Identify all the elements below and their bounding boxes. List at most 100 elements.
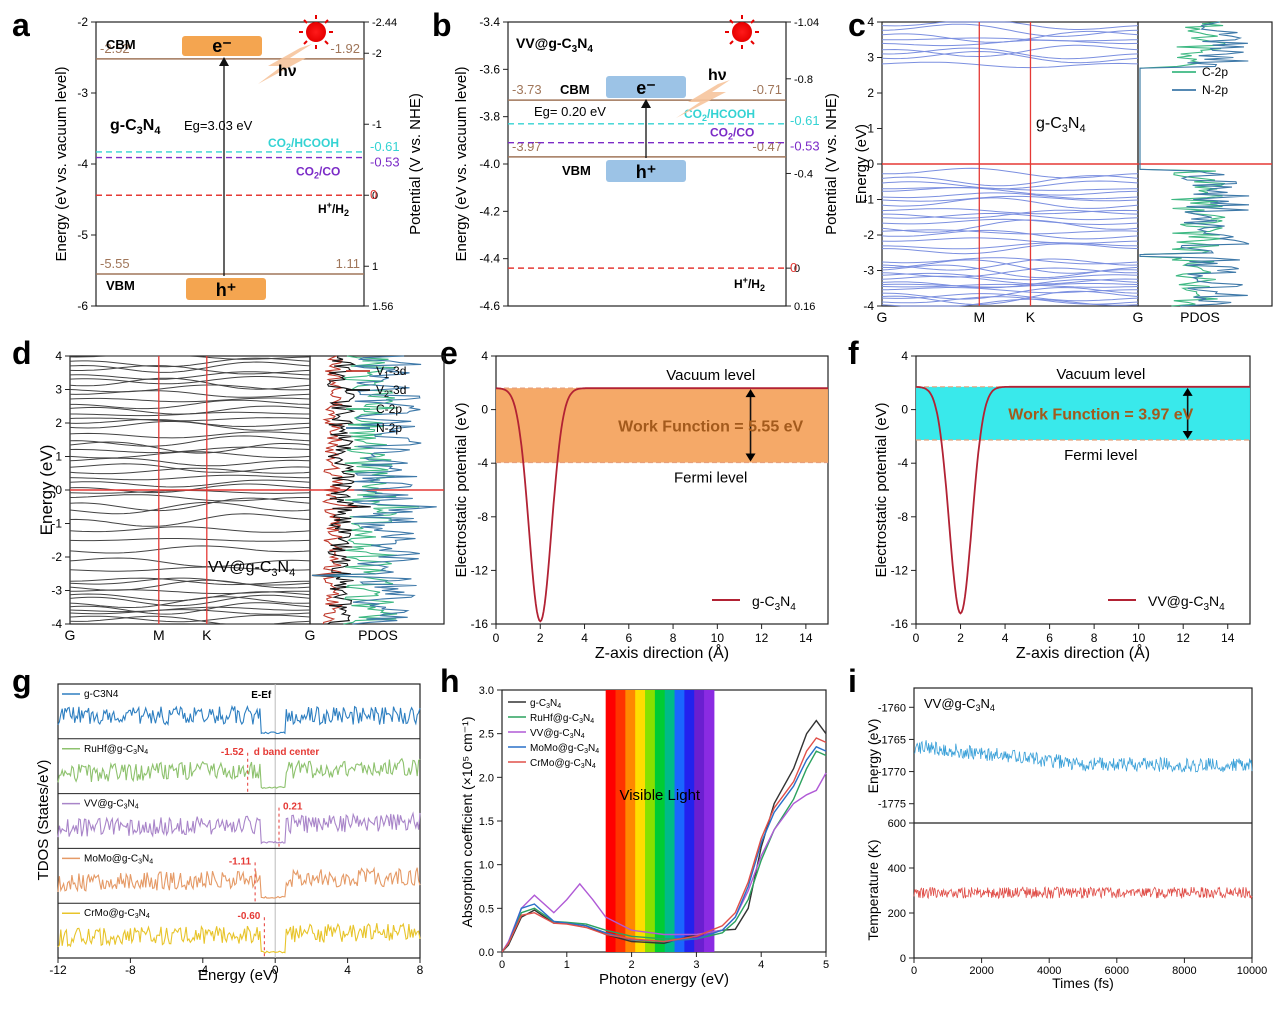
band-line	[881, 23, 1139, 37]
co2-hcooh-label: CO2/HCOOH	[268, 136, 339, 152]
visible-band-stripe	[674, 690, 685, 952]
level-value: -0.53	[370, 155, 400, 170]
y-axis-label: Electrostatic potential (eV)	[453, 402, 470, 577]
panel-label-b: b	[432, 7, 452, 43]
vacuum-level-label: Vacuum level	[666, 367, 755, 384]
tick-label: 3	[867, 51, 874, 65]
co2-co-label: CO2/CO	[710, 126, 754, 142]
tick-label: 0.0	[479, 947, 494, 959]
tick-label: 4	[901, 349, 908, 363]
x-axis-label: Z-axis direction (Å)	[595, 643, 729, 662]
work-function-band	[496, 388, 828, 463]
visible-band-stripe	[654, 690, 666, 952]
tick-label: 2	[537, 631, 544, 645]
band-line	[881, 208, 1139, 215]
photon-label: hν	[278, 63, 297, 80]
tick-label: -12	[471, 563, 489, 577]
work-function-band	[916, 386, 1250, 441]
tick-label: 3.0	[479, 685, 494, 697]
legend-label: RuHf@g-C3N4	[530, 713, 594, 725]
tick-label: 14	[1221, 631, 1235, 645]
fermi-level-label: Fermi level	[1064, 447, 1137, 464]
y-axis-label-bottom: Temperature (K)	[865, 839, 881, 940]
d-band-center-label: d band center	[254, 747, 320, 758]
band-structure-g-c3n4: -4 -3 -2 -1 0 1 2 3 4 G M K G Energy (eV) PDOS g-C3N…	[853, 15, 1273, 325]
tick-label: -12	[891, 563, 909, 577]
tick-label: 2	[629, 959, 635, 971]
absorption-spectra: Visible Light 0 1 2 3 4 5 0.0 0.5 1.0 1.5 2.0 2.5 3.…	[459, 685, 829, 988]
band-line	[881, 229, 1139, 240]
k-point-label: G	[1133, 309, 1144, 325]
bands	[69, 355, 444, 625]
band-line	[881, 197, 1139, 209]
band-line	[881, 259, 1139, 274]
vbm-right-value: -0.47	[752, 139, 782, 154]
band-line	[69, 606, 311, 613]
tick-label: -3.8	[479, 110, 500, 124]
hole-box	[186, 278, 266, 300]
material-annotation: VV@g-C3N4	[208, 559, 295, 579]
pdos-label: PDOS	[1180, 309, 1220, 325]
tick-label: -4	[863, 299, 874, 313]
band-line	[881, 283, 1139, 288]
y-axis-right-label: Potential (V vs. NHE)	[407, 93, 424, 235]
potential-curve	[915, 385, 1250, 615]
band-line	[881, 61, 1139, 69]
panel-label-a: a	[12, 7, 30, 43]
tick-label: -4	[77, 157, 88, 171]
potential-curve	[496, 387, 828, 623]
band-line	[881, 257, 1139, 265]
legend-label: VV@g-C3N4	[1148, 593, 1225, 613]
cbm-label: CBM	[560, 82, 590, 97]
band-structure-vv-g-c3n4: -4 -3 -2 -1 0 1 2 3 4 G M K G Energy (eV) PDOS VV@g-…	[37, 349, 445, 643]
band-line	[69, 435, 311, 447]
tick-label: 0	[55, 483, 62, 497]
level-value: -0.61	[790, 113, 820, 128]
hole-label: h⁺	[636, 162, 657, 182]
tick-label: -3	[77, 86, 88, 100]
tick-label: -2.44	[372, 17, 397, 29]
electron-label: e⁻	[212, 36, 232, 56]
band-line	[69, 365, 311, 375]
y-axis-label: Energy (eV vs. vacuum level)	[453, 66, 470, 261]
tick-label: -1.04	[794, 17, 819, 29]
band-line	[881, 237, 1139, 244]
tick-label: 400	[888, 863, 906, 875]
tick-label: 2	[867, 86, 874, 100]
tick-label: 4	[581, 631, 588, 645]
band-line	[882, 187, 1138, 191]
tick-label: 6000	[1105, 965, 1129, 977]
y-axis-label: Electrostatic potential (eV)	[873, 402, 890, 577]
tick-label: 1.56	[372, 301, 393, 313]
band-line	[881, 192, 1139, 200]
tick-label: -1	[51, 517, 62, 531]
k-point-label: M	[973, 309, 985, 325]
tick-label: 1	[55, 450, 62, 464]
band-line	[69, 513, 311, 527]
x-axis-label: Photon energy (eV)	[599, 971, 729, 988]
tick-label: 1	[867, 122, 874, 136]
tick-label: -3	[863, 264, 874, 278]
plot-body	[913, 740, 1253, 900]
d-band-center-value: -1.52	[221, 747, 244, 758]
legend: C-2p N-2p	[1172, 65, 1228, 97]
tick-label: 0	[372, 190, 378, 202]
legend-label: N-2p	[376, 421, 402, 435]
band-line	[881, 218, 1139, 226]
band-line	[882, 187, 1139, 196]
tick-label: 2	[957, 631, 964, 645]
legend-label: g-C3N4	[752, 593, 796, 613]
tick-label: 0.16	[794, 301, 815, 313]
material-label: VV@g-C3N4	[516, 35, 593, 55]
axis-ticks: 0 2 4 6 8 10 12 14 -16 -12 -8 -4 0 4	[891, 349, 1235, 645]
tick-label: 1.0	[479, 860, 494, 872]
tick-label: -4	[477, 456, 488, 470]
panel-label-c: c	[848, 7, 866, 43]
band-line	[881, 258, 1139, 271]
band-line	[69, 615, 311, 625]
tick-label: 4	[344, 963, 351, 977]
axis-ticks: 0 2 4 6 8 10 12 14 -16 -12 -8 -4 0 4	[471, 349, 813, 645]
band-line	[69, 591, 311, 602]
temperature-trace	[913, 886, 1253, 900]
band-line	[69, 371, 311, 380]
